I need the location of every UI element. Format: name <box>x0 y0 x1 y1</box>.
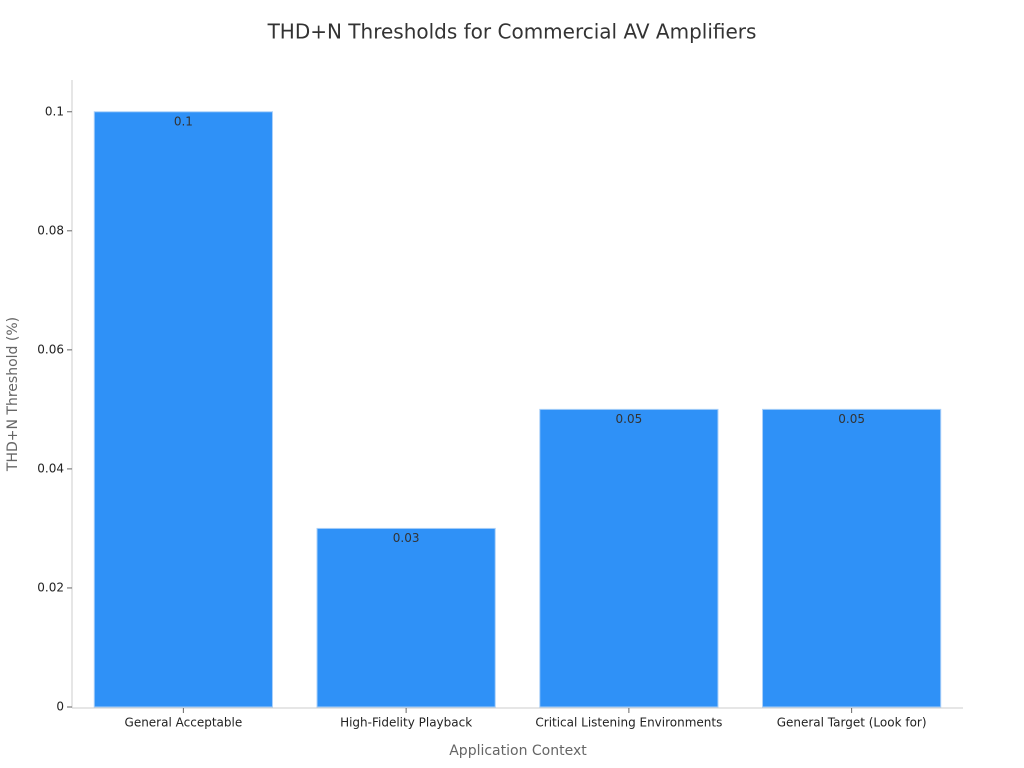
value-label: 0.03 <box>393 531 420 545</box>
bar <box>762 408 942 708</box>
y-tick-label: 0.04 <box>37 461 64 475</box>
bar <box>93 111 273 708</box>
x-tick-label: General Target (Look for) <box>777 716 927 730</box>
bar <box>539 408 719 708</box>
x-tick-label: High-Fidelity Playback <box>340 716 472 730</box>
bar <box>316 527 496 708</box>
chart-title: THD+N Thresholds for Commercial AV Ampli… <box>267 20 757 44</box>
y-tick-label: 0.06 <box>37 342 64 356</box>
y-tick-label: 0.1 <box>45 104 64 118</box>
x-axis-label: Application Context <box>449 743 587 759</box>
x-tick-label: Critical Listening Environments <box>535 716 722 730</box>
y-tick-label: 0.02 <box>37 580 64 594</box>
y-axis-label: THD+N Threshold (%) <box>5 317 21 472</box>
value-label: 0.1 <box>174 114 193 128</box>
x-tick-label: General Acceptable <box>125 716 243 730</box>
y-tick-label: 0.08 <box>37 223 64 237</box>
value-label: 0.05 <box>616 412 643 426</box>
y-tick-label: 0 <box>56 700 64 714</box>
value-label: 0.05 <box>838 412 865 426</box>
